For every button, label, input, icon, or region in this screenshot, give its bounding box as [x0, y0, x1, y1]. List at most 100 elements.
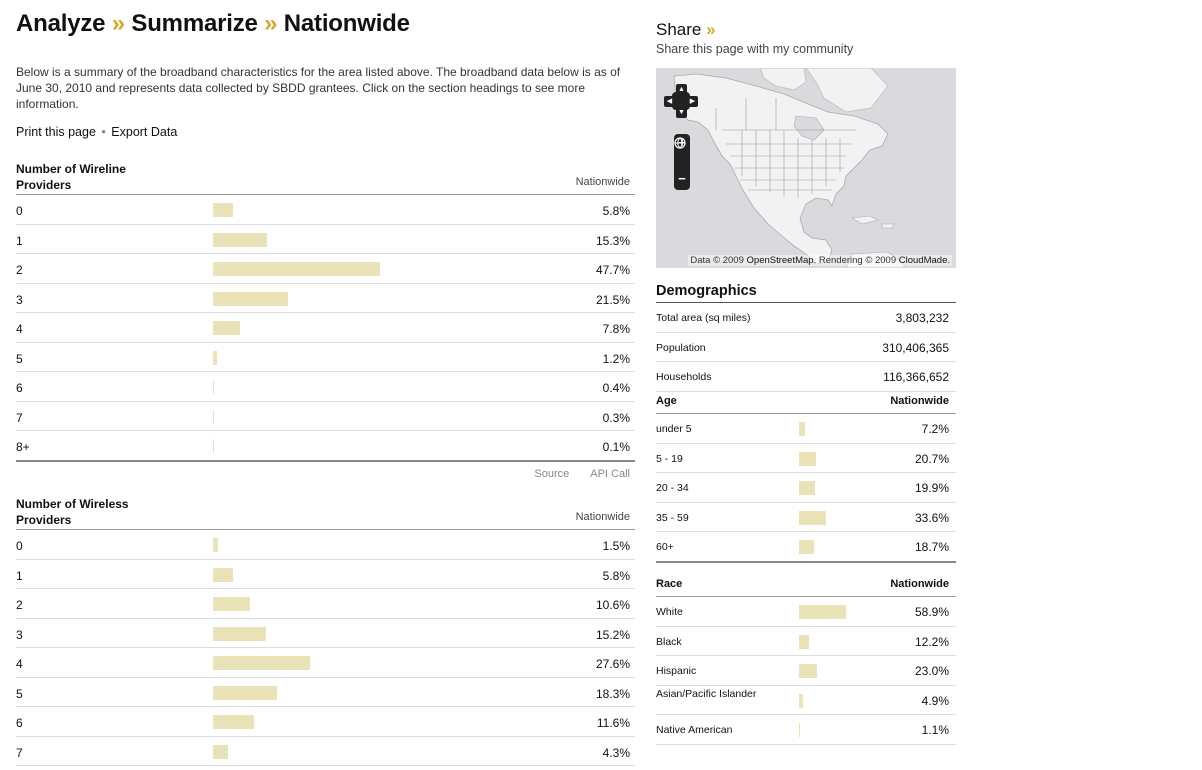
row-label: 1: [16, 568, 23, 583]
pan-left-button[interactable]: ◀: [664, 96, 675, 107]
breadcrumb-analyze[interactable]: Analyze: [16, 10, 106, 37]
map-attribution: Data © 2009 OpenStreetMap. Rendering © 2…: [688, 255, 952, 266]
attribution-suffix: .: [947, 255, 950, 266]
wireline-column-header: Nationwide: [575, 176, 630, 188]
race-value: 58.9%: [914, 605, 949, 619]
wireline-section-heading[interactable]: Number of Wireline Providers: [16, 162, 126, 192]
row-label: 6: [16, 716, 23, 730]
share-heading[interactable]: Share »: [656, 20, 956, 41]
intro-text: Below is a summary of the broadband char…: [16, 65, 621, 111]
wireless-column-header: Nationwide: [575, 511, 630, 523]
table-row: 3 15.2%: [16, 619, 635, 648]
percent-bar: [213, 262, 380, 276]
race-label: Native American: [656, 724, 733, 736]
row-label: 5: [16, 686, 23, 701]
percent-bar: [213, 656, 310, 670]
map-view[interactable]: ▲ ▼ ◀ ▶ + − Data © 2009 OpenStreetMap. R…: [656, 68, 956, 268]
wireless-table-header: Number of Wireless Providers Nationwide: [16, 497, 635, 530]
percent-bar: [213, 685, 278, 700]
table-row: 2 10.6%: [16, 589, 635, 619]
row-value: 18.3%: [595, 686, 630, 701]
row-label: 3: [16, 292, 23, 307]
print-page-link[interactable]: Print this page: [16, 125, 96, 139]
wireless-rows: 0 1.5% 1 5.8% 2 10.6% 3 15.2% 4 27.6% 5 18.3% 6 11.6%…: [16, 530, 635, 766]
percent-bar: [213, 291, 289, 306]
demographics-rows: Total area (sq miles) 3,803,232 Population…: [656, 303, 956, 392]
race-row: Native American 1.1%: [656, 715, 956, 745]
pan-hub: [672, 92, 690, 110]
row-label: 6: [16, 381, 23, 395]
race-rows: White 58.9% Black 12.2% Hispanic 23.0% Asian/P…: [656, 597, 956, 745]
percent-bar: [213, 380, 215, 394]
percent-bar: [799, 693, 803, 708]
row-label: 5: [16, 351, 23, 366]
pan-right-button[interactable]: ▶: [687, 96, 698, 107]
row-value: 47.7%: [595, 263, 630, 277]
table-row: 4 27.6%: [16, 648, 635, 678]
row-value: 11.6%: [596, 716, 630, 730]
export-data-link[interactable]: Export Data: [111, 125, 178, 139]
demographics-row: Households 116,366,652: [656, 362, 956, 392]
row-value: 4.3%: [602, 745, 630, 760]
age-value: 33.6%: [914, 510, 949, 525]
zoom-out-button[interactable]: −: [678, 171, 686, 186]
age-column-header: Nationwide: [890, 395, 949, 407]
demographics-row: Population 310,406,365: [656, 333, 956, 362]
percent-bar: [213, 232, 267, 247]
age-label: 20 - 34: [656, 482, 689, 494]
row-label: 4: [16, 322, 23, 336]
cloudmade-link[interactable]: CloudMade: [898, 255, 948, 266]
pan-down-button[interactable]: ▼: [676, 107, 687, 118]
pan-up-button[interactable]: ▲: [676, 84, 687, 95]
table-row: 5 18.3%: [16, 678, 635, 707]
row-value: 5.8%: [602, 204, 630, 218]
demographics-table: Demographics Total area (sq miles) 3,803,…: [656, 283, 956, 392]
row-label: 0: [16, 204, 23, 218]
wireless-providers-table: Number of Wireless Providers Nationwide …: [16, 497, 635, 766]
row-label: 1: [16, 233, 23, 248]
globe-icon[interactable]: [674, 137, 690, 170]
race-row: Hispanic 23.0%: [656, 656, 956, 686]
demographics-header: Demographics: [656, 283, 956, 303]
demographics-label: Population: [656, 341, 706, 354]
breadcrumb-summarize[interactable]: Summarize: [131, 10, 258, 37]
row-label: 8+: [16, 440, 30, 454]
demographics-heading[interactable]: Demographics: [656, 283, 757, 299]
source-link[interactable]: Source: [534, 467, 570, 480]
percent-bar: [213, 744, 229, 759]
race-value: 23.0%: [914, 664, 949, 678]
percent-bar: [799, 664, 818, 678]
share-title[interactable]: Share: [656, 20, 702, 39]
row-value: 27.6%: [595, 657, 630, 671]
race-table: Race Nationwide White 58.9% Black 12.2% Hisp…: [656, 572, 956, 745]
row-value: 10.6%: [595, 598, 630, 612]
race-row: White 58.9%: [656, 597, 956, 627]
race-label: Black: [656, 635, 682, 648]
table-row: 0 1.5%: [16, 530, 635, 560]
percent-bar: [799, 510, 826, 525]
race-value: 4.9%: [921, 693, 949, 708]
age-header: Age Nationwide: [656, 389, 956, 414]
table-row: 4 7.8%: [16, 313, 635, 343]
race-column-header: Nationwide: [890, 578, 949, 590]
row-value: 15.3%: [595, 233, 630, 248]
page-title: Analyze » Summarize » Nationwide: [16, 10, 636, 44]
race-value: 12.2%: [914, 634, 949, 649]
row-label: 4: [16, 657, 23, 671]
page-actions: Print this page • Export Data: [16, 125, 177, 139]
age-label: 60+: [656, 541, 674, 553]
age-label: 5 - 19: [656, 452, 683, 465]
openstreetmap-link[interactable]: OpenStreetMap: [746, 255, 814, 266]
percent-bar: [213, 350, 218, 365]
age-row: under 5 7.2%: [656, 414, 956, 444]
race-row: Asian/Pacific Islander 4.9%: [656, 686, 956, 715]
wireless-section-heading[interactable]: Number of Wireless Providers: [16, 497, 129, 527]
breadcrumb-separator: »: [111, 10, 125, 37]
row-value: 7.8%: [602, 322, 630, 336]
breadcrumb-current: Nationwide: [283, 10, 410, 37]
age-heading: Age: [656, 395, 677, 407]
api-call-link[interactable]: API Call: [590, 467, 630, 480]
table-row: 6 11.6%: [16, 707, 635, 737]
table-row: 1 5.8%: [16, 560, 635, 589]
row-value: 5.8%: [602, 568, 630, 583]
